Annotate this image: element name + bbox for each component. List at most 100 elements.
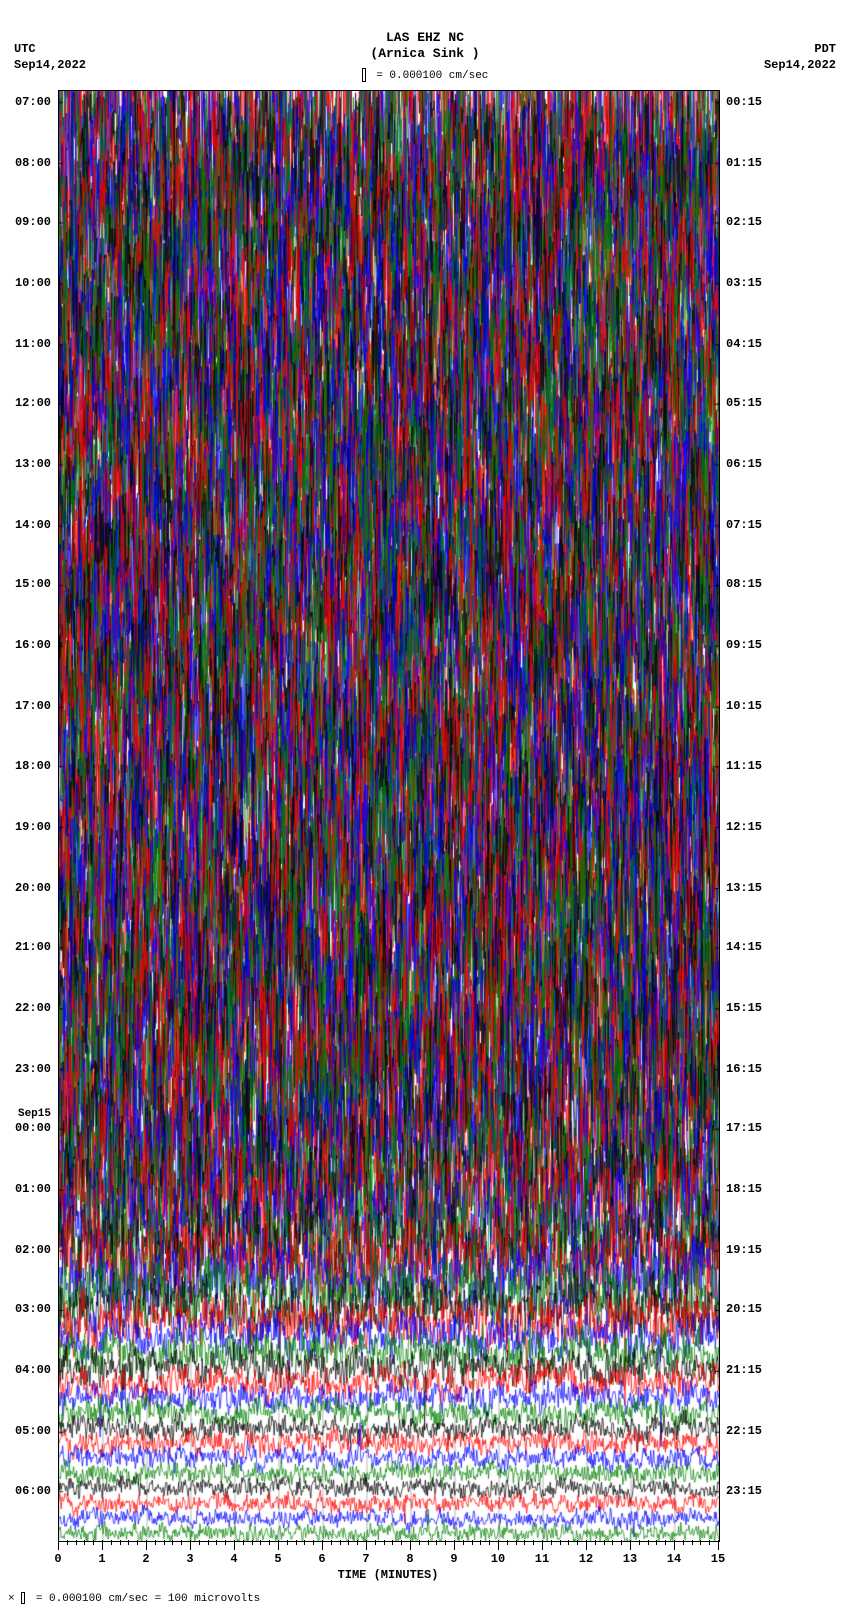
x-tick-label: 0 bbox=[54, 1552, 61, 1566]
x-tick-label: 11 bbox=[535, 1552, 549, 1566]
tz-right-date: Sep14,2022 bbox=[764, 58, 836, 74]
x-tick-label: 6 bbox=[318, 1552, 325, 1566]
y-right-label: 19:15 bbox=[726, 1243, 762, 1257]
tz-right-name: PDT bbox=[764, 42, 836, 58]
y-left-label: 13:00 bbox=[15, 457, 51, 471]
y-left-label: 09:00 bbox=[15, 215, 51, 229]
x-minor-tick bbox=[287, 1540, 288, 1545]
y-right-label: 06:15 bbox=[726, 457, 762, 471]
x-major-tick bbox=[674, 1540, 675, 1550]
x-tick-label: 12 bbox=[579, 1552, 593, 1566]
x-major-tick bbox=[366, 1540, 367, 1550]
x-minor-tick bbox=[428, 1540, 429, 1545]
footer-scale: × = 0.000100 cm/sec = 100 microvolts bbox=[8, 1592, 260, 1605]
x-minor-tick bbox=[445, 1540, 446, 1545]
x-minor-tick bbox=[296, 1540, 297, 1545]
y-right-label: 22:15 bbox=[726, 1424, 762, 1438]
y-left-daylabel: Sep15 bbox=[18, 1108, 51, 1120]
x-major-tick bbox=[454, 1540, 455, 1550]
x-minor-tick bbox=[243, 1540, 244, 1545]
y-left-label: 18:00 bbox=[15, 759, 51, 773]
y-left-label: 08:00 bbox=[15, 156, 51, 170]
x-minor-tick bbox=[269, 1540, 270, 1545]
x-minor-tick bbox=[401, 1540, 402, 1545]
y-right-label: 21:15 bbox=[726, 1363, 762, 1377]
x-minor-tick bbox=[480, 1540, 481, 1545]
y-right-label: 13:15 bbox=[726, 881, 762, 895]
x-minor-tick bbox=[524, 1540, 525, 1545]
x-axis: TIME (MINUTES) 0123456789101112131415 bbox=[58, 1540, 718, 1590]
x-minor-tick bbox=[595, 1540, 596, 1545]
y-left-label: 06:00 bbox=[15, 1484, 51, 1498]
x-tick-label: 2 bbox=[142, 1552, 149, 1566]
y-left-label: 21:00 bbox=[15, 940, 51, 954]
plot-area bbox=[58, 90, 720, 1542]
x-tick-label: 10 bbox=[491, 1552, 505, 1566]
x-minor-tick bbox=[436, 1540, 437, 1545]
timezone-right: PDT Sep14,2022 bbox=[764, 42, 836, 73]
y-left-label: 16:00 bbox=[15, 638, 51, 652]
y-right-label: 08:15 bbox=[726, 577, 762, 591]
x-minor-tick bbox=[84, 1540, 85, 1545]
x-minor-tick bbox=[516, 1540, 517, 1545]
x-major-tick bbox=[102, 1540, 103, 1550]
x-minor-tick bbox=[419, 1540, 420, 1545]
timezone-left: UTC Sep14,2022 bbox=[14, 42, 86, 73]
x-major-tick bbox=[146, 1540, 147, 1550]
x-major-tick bbox=[718, 1540, 719, 1550]
y-right-label: 07:15 bbox=[726, 518, 762, 532]
x-minor-tick bbox=[331, 1540, 332, 1545]
y-right-label: 02:15 bbox=[726, 215, 762, 229]
x-minor-tick bbox=[216, 1540, 217, 1545]
x-minor-tick bbox=[375, 1540, 376, 1545]
y-left-label: 14:00 bbox=[15, 518, 51, 532]
footer-scale-bar-icon bbox=[21, 1592, 25, 1604]
title-line1: LAS EHZ NC bbox=[0, 30, 850, 46]
y-right-label: 17:15 bbox=[726, 1121, 762, 1135]
x-minor-tick bbox=[533, 1540, 534, 1545]
x-major-tick bbox=[278, 1540, 279, 1550]
x-minor-tick bbox=[709, 1540, 710, 1545]
x-minor-tick bbox=[384, 1540, 385, 1545]
x-major-tick bbox=[190, 1540, 191, 1550]
y-left-label: 20:00 bbox=[15, 881, 51, 895]
x-minor-tick bbox=[199, 1540, 200, 1545]
y-left-label: 22:00 bbox=[15, 1001, 51, 1015]
footer-scale-text: = 0.000100 cm/sec = 100 microvolts bbox=[36, 1593, 260, 1605]
x-minor-tick bbox=[181, 1540, 182, 1545]
x-minor-tick bbox=[304, 1540, 305, 1545]
y-left-label: 23:00 bbox=[15, 1062, 51, 1076]
tz-left-name: UTC bbox=[14, 42, 86, 58]
x-minor-tick bbox=[164, 1540, 165, 1545]
x-minor-tick bbox=[392, 1540, 393, 1545]
x-minor-tick bbox=[665, 1540, 666, 1545]
y-left-label: 02:00 bbox=[15, 1243, 51, 1257]
seismogram-container: LAS EHZ NC (Arnica Sink ) = 0.000100 cm/… bbox=[0, 0, 850, 1613]
x-tick-label: 4 bbox=[230, 1552, 237, 1566]
x-minor-tick bbox=[155, 1540, 156, 1545]
x-minor-tick bbox=[111, 1540, 112, 1545]
x-minor-tick bbox=[621, 1540, 622, 1545]
y-right-label: 23:15 bbox=[726, 1484, 762, 1498]
x-minor-tick bbox=[692, 1540, 693, 1545]
x-tick-label: 9 bbox=[450, 1552, 457, 1566]
x-minor-tick bbox=[560, 1540, 561, 1545]
x-major-tick bbox=[234, 1540, 235, 1550]
y-axis-left: 07:0008:0009:0010:0011:0012:0013:0014:00… bbox=[0, 90, 55, 1540]
scale-text: = 0.000100 cm/sec bbox=[376, 70, 488, 82]
y-left-label: 05:00 bbox=[15, 1424, 51, 1438]
x-minor-tick bbox=[120, 1540, 121, 1545]
tz-left-date: Sep14,2022 bbox=[14, 58, 86, 74]
y-right-label: 09:15 bbox=[726, 638, 762, 652]
x-minor-tick bbox=[604, 1540, 605, 1545]
x-minor-tick bbox=[260, 1540, 261, 1545]
x-minor-tick bbox=[656, 1540, 657, 1545]
x-major-tick bbox=[410, 1540, 411, 1550]
x-minor-tick bbox=[172, 1540, 173, 1545]
x-minor-tick bbox=[225, 1540, 226, 1545]
x-major-tick bbox=[498, 1540, 499, 1550]
x-minor-tick bbox=[612, 1540, 613, 1545]
y-left-label: 17:00 bbox=[15, 699, 51, 713]
x-major-tick bbox=[542, 1540, 543, 1550]
x-minor-tick bbox=[489, 1540, 490, 1545]
